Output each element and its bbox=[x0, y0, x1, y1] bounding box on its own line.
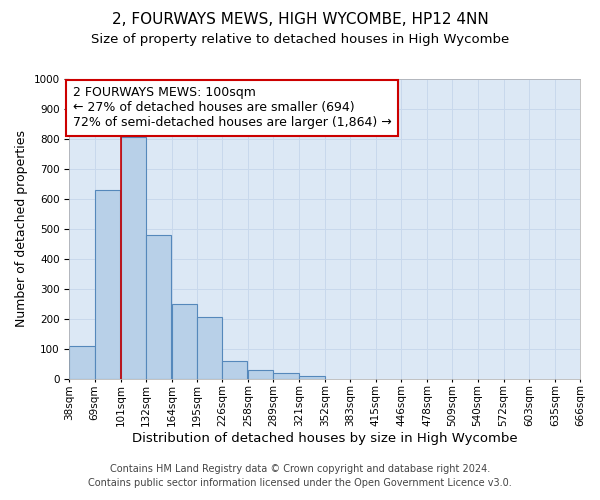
Bar bbox=[274, 374, 299, 379]
Bar bbox=[222, 361, 247, 379]
Text: 2 FOURWAYS MEWS: 100sqm
← 27% of detached houses are smaller (694)
72% of semi-d: 2 FOURWAYS MEWS: 100sqm ← 27% of detache… bbox=[73, 86, 391, 130]
Bar bbox=[197, 318, 222, 379]
Bar bbox=[248, 370, 274, 379]
Text: Size of property relative to detached houses in High Wycombe: Size of property relative to detached ho… bbox=[91, 32, 509, 46]
Text: Contains HM Land Registry data © Crown copyright and database right 2024.
Contai: Contains HM Land Registry data © Crown c… bbox=[88, 464, 512, 487]
Bar bbox=[146, 235, 171, 379]
Bar bbox=[121, 138, 146, 379]
Bar bbox=[95, 190, 120, 379]
Bar bbox=[299, 376, 325, 379]
Bar bbox=[172, 304, 197, 379]
X-axis label: Distribution of detached houses by size in High Wycombe: Distribution of detached houses by size … bbox=[132, 432, 518, 445]
Text: 2, FOURWAYS MEWS, HIGH WYCOMBE, HP12 4NN: 2, FOURWAYS MEWS, HIGH WYCOMBE, HP12 4NN bbox=[112, 12, 488, 28]
Y-axis label: Number of detached properties: Number of detached properties bbox=[15, 130, 28, 328]
Bar bbox=[70, 346, 95, 379]
